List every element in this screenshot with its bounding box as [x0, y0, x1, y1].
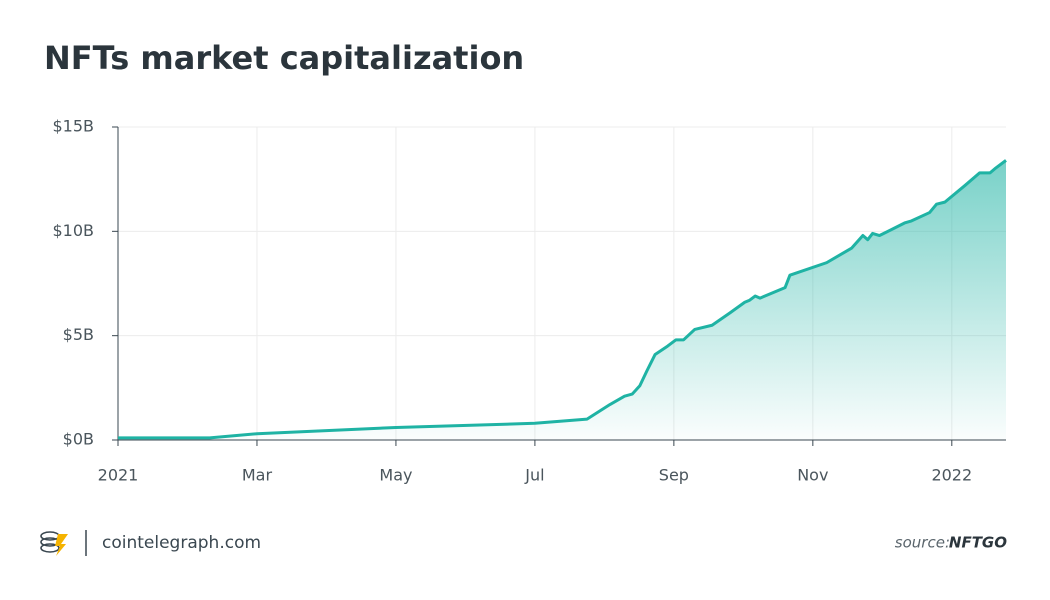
chart-title: NFTs market capitalization — [44, 39, 524, 77]
y-tick-label: $0B — [63, 430, 94, 449]
x-tick-label: Jul — [524, 466, 544, 485]
x-tick-label: May — [379, 466, 412, 485]
y-tick-label: $15B — [52, 117, 94, 136]
x-tick-label: 2021 — [98, 466, 139, 485]
y-tick-label: $10B — [52, 221, 94, 240]
area — [118, 160, 1006, 441]
y-tick-label: $5B — [63, 325, 94, 344]
x-tick-label: Nov — [797, 466, 828, 485]
x-tick-label: Mar — [242, 466, 273, 485]
logo — [40, 531, 68, 556]
source: NFTGO — [949, 534, 1007, 552]
x-tick-label: 2022 — [931, 466, 972, 485]
line — [118, 159, 1007, 440]
x-tick-label: Sep — [659, 466, 689, 485]
brand: cointelegraph.com — [102, 533, 261, 553]
source-label: source: — [895, 534, 950, 552]
